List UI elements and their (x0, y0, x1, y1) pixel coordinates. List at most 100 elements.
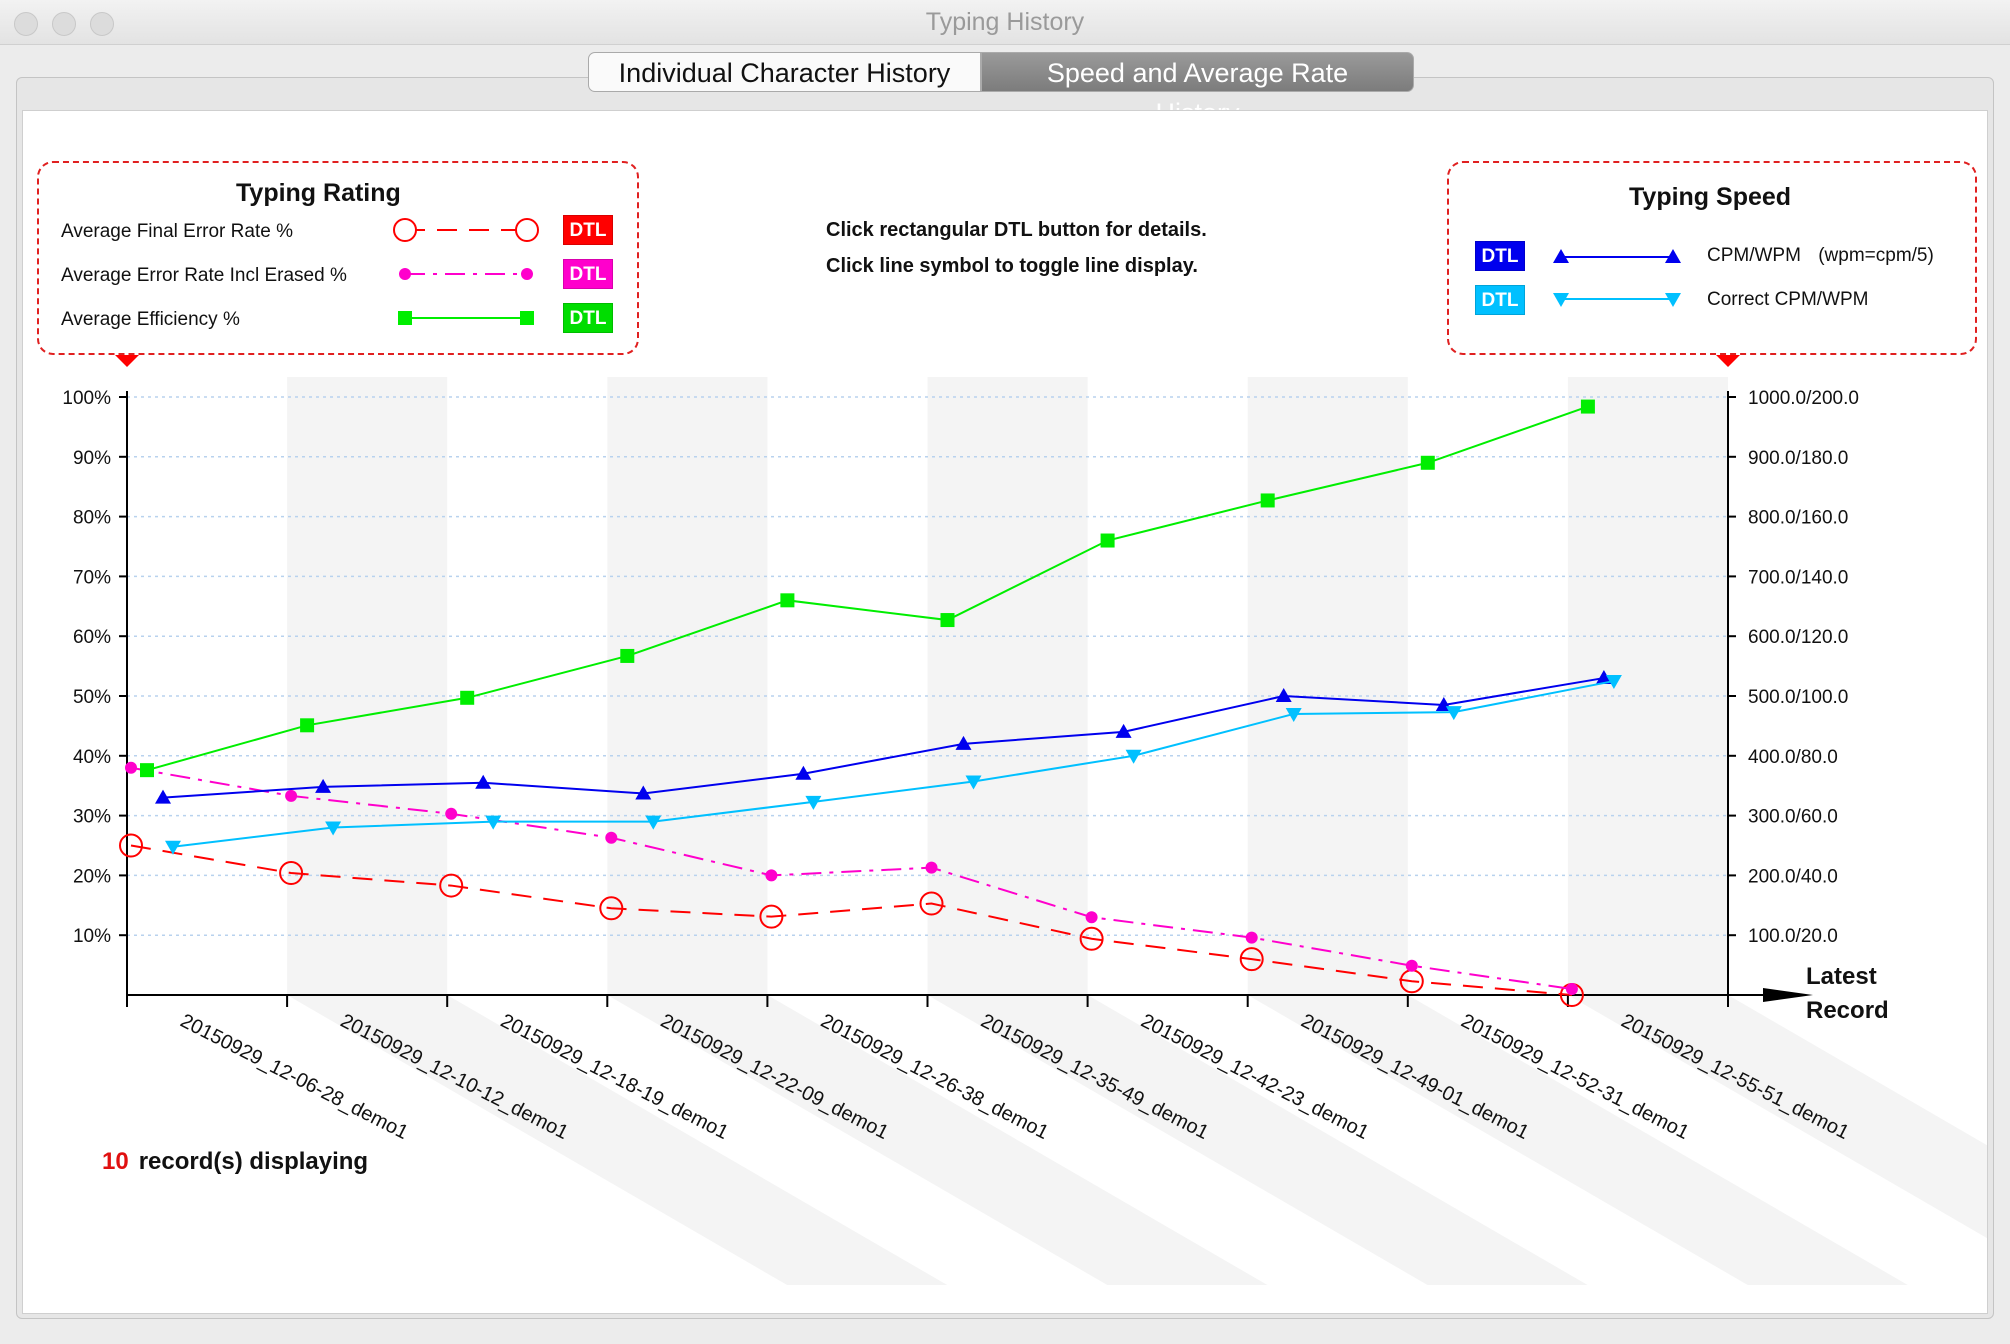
toggle-error-rate-incl-erased-line[interactable] (391, 259, 541, 289)
label-stripe (607, 995, 1268, 1285)
dtl-button-cpm-wpm[interactable]: DTL (1475, 241, 1525, 271)
dtl-button-efficiency[interactable]: DTL (563, 303, 613, 333)
right-tick-label: 300.0/60.0 (1748, 807, 1838, 828)
data-point-error-rate-incl-erased (125, 761, 137, 774)
typing-rating-title: Typing Rating (236, 179, 401, 207)
right-tick-label: 1000.0/200.0 (1748, 388, 1859, 409)
data-point-cpm-wpm (155, 789, 171, 804)
latest-record-text: Latest Record (1806, 963, 1889, 1024)
data-point-correct-cpm-wpm (485, 815, 502, 830)
data-point-correct-cpm-wpm (1605, 675, 1622, 690)
label-stripe (1247, 995, 1908, 1285)
close-window-button[interactable] (14, 12, 38, 36)
label-stripe (287, 995, 948, 1285)
right-tick-label: 700.0/140.0 (1748, 567, 1848, 588)
data-point-correct-cpm-wpm (1125, 749, 1142, 764)
left-tick-label: 70% (73, 567, 111, 588)
toggle-cpm-wpm-line[interactable] (1547, 241, 1687, 271)
left-tick-label: 40% (73, 747, 111, 768)
series-line (162, 677, 1605, 799)
toggle-correct-cpm-wpm-line[interactable] (1547, 285, 1687, 315)
data-point-cpm-wpm (315, 778, 332, 793)
toggle-efficiency-line[interactable] (391, 303, 541, 333)
left-tick-label: 100% (62, 388, 111, 409)
data-point-error-rate-incl-erased (605, 831, 618, 844)
left-tick-label: 60% (73, 627, 111, 648)
left-tick-label: 50% (73, 687, 111, 708)
typing-rating-legend: Typing Rating Average Final Error Rate %… (37, 161, 639, 355)
dtl-button-final-error-rate[interactable]: DTL (563, 215, 613, 245)
tab-bar: Individual Character History Speed and A… (588, 52, 1414, 128)
shaded-column (287, 377, 448, 995)
right-tick-label: 900.0/180.0 (1748, 448, 1848, 469)
right-tick-label: 600.0/120.0 (1748, 627, 1848, 648)
cpm-wpm-note: (wpm=cpm/5) (1818, 245, 1934, 266)
open-circle-icon (515, 218, 539, 242)
data-point-error-rate-incl-erased (765, 869, 778, 882)
minimize-window-button[interactable] (52, 12, 76, 36)
data-point-efficiency (1100, 533, 1115, 548)
shaded-column (1247, 377, 1408, 995)
legend-label-error-rate-incl-erased: Average Error Rate Incl Erased % (61, 265, 347, 286)
data-point-final-error-rate (119, 833, 143, 858)
dtl-button-error-rate-incl-erased[interactable]: DTL (563, 259, 613, 289)
record-count: 10 (102, 1148, 129, 1175)
records-status: 10 record(s) displaying (102, 1148, 368, 1176)
zoom-window-button[interactable] (90, 12, 114, 36)
data-point-final-error-rate (1079, 926, 1104, 951)
cpm-wpm-label: CPM/WPM (1707, 245, 1801, 266)
data-point-final-error-rate (1239, 947, 1264, 972)
right-tick-label: 200.0/40.0 (1748, 866, 1838, 887)
data-point-final-error-rate (919, 891, 944, 916)
left-tick-label: 10% (73, 926, 111, 947)
square-icon (520, 311, 534, 325)
data-point-cpm-wpm (955, 735, 972, 750)
legend-pointer-left (113, 353, 141, 367)
chart-panel: 10% 20% 30% 40% 50% 60% 70% 80% 90% 100% 100.0/20.… (22, 110, 1988, 1314)
series-line (130, 766, 1573, 991)
typing-speed-title: Typing Speed (1629, 183, 1792, 211)
tab-individual-character-history[interactable]: Individual Character History (588, 52, 981, 92)
label-stripe (927, 995, 1588, 1285)
triangle-up-icon (1553, 249, 1569, 263)
typing-speed-legend: Typing Speed DTL DTL CPM/WPM (wpm=cpm/5)… (1447, 161, 1977, 355)
data-point-cpm-wpm (1275, 688, 1292, 702)
data-point-efficiency (460, 690, 475, 705)
data-point-error-rate-incl-erased (1085, 911, 1098, 924)
legend-label-correct-cpm-wpm: Correct CPM/WPM (1707, 289, 1869, 310)
right-tick-label: 500.0/100.0 (1748, 687, 1848, 708)
data-point-efficiency (1420, 455, 1435, 470)
tab-speed-and-average-rate-history[interactable]: Speed and Average Rate History (981, 52, 1414, 128)
data-point-correct-cpm-wpm (325, 821, 342, 836)
series-line (172, 680, 1615, 848)
left-tick-label: 80% (73, 508, 111, 529)
line-chart: 10% 20% 30% 40% 50% 60% 70% 80% 90% 100% 100.0/20.… (62, 353, 1987, 1285)
dtl-button-correct-cpm-wpm[interactable]: DTL (1475, 285, 1525, 315)
data-point-error-rate-incl-erased (1245, 931, 1258, 944)
data-point-error-rate-incl-erased (445, 807, 458, 820)
left-tick-label: 20% (73, 866, 111, 887)
data-point-efficiency (620, 648, 635, 663)
data-point-efficiency (780, 593, 795, 608)
open-circle-icon (393, 218, 417, 242)
data-point-correct-cpm-wpm (1445, 706, 1462, 721)
data-point-correct-cpm-wpm (1285, 707, 1302, 722)
toggle-final-error-rate-line[interactable] (391, 215, 541, 245)
legend-label-efficiency: Average Efficiency % (61, 309, 240, 330)
title-bar: Typing History (0, 0, 2010, 45)
series-line (130, 844, 1572, 996)
data-point-efficiency (1260, 493, 1275, 508)
square-icon (398, 311, 412, 325)
dot-icon (521, 268, 533, 280)
data-point-final-error-rate (759, 904, 784, 929)
data-point-correct-cpm-wpm (165, 840, 181, 855)
data-point-cpm-wpm (635, 785, 652, 800)
data-point-error-rate-incl-erased (1565, 983, 1578, 996)
legend-pointer-right (1714, 353, 1742, 367)
triangle-up-icon (1665, 249, 1681, 263)
data-point-correct-cpm-wpm (965, 775, 982, 790)
dot-icon (399, 268, 411, 280)
record-status-text: record(s) displaying (138, 1148, 369, 1175)
data-point-error-rate-incl-erased (285, 789, 298, 802)
triangle-down-icon (1665, 293, 1681, 307)
